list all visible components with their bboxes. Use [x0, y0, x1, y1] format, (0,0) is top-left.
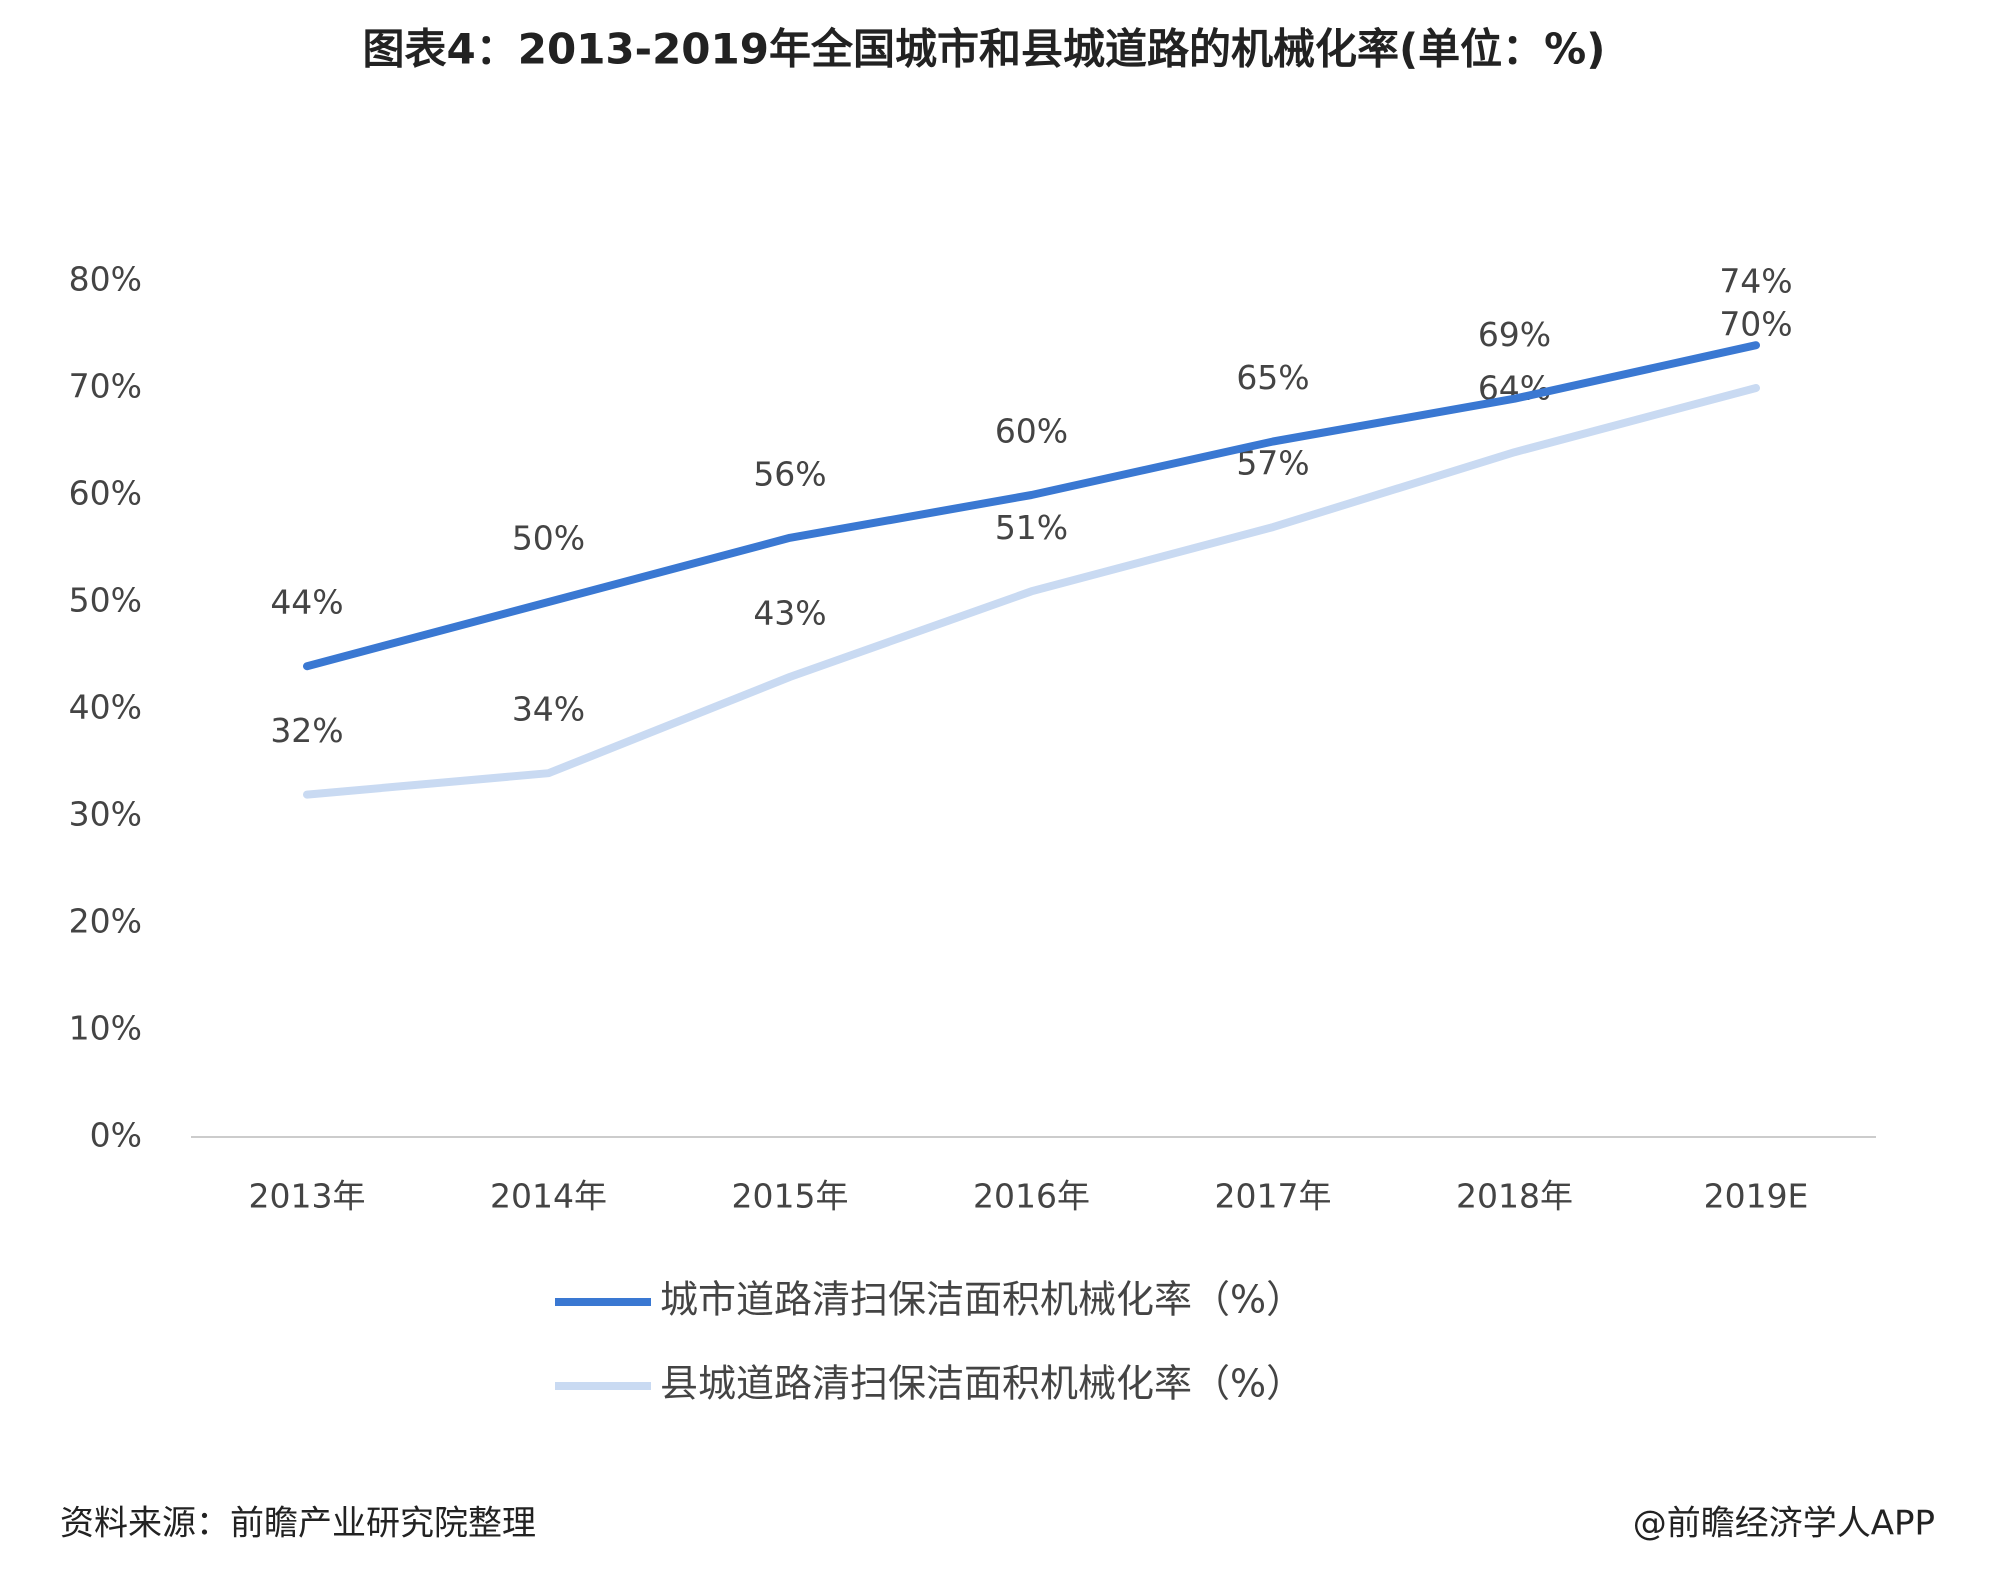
x-tick-label: 2019E: [1704, 1177, 1809, 1216]
y-tick-label: 50%: [69, 581, 142, 620]
data-label: 56%: [753, 454, 826, 493]
x-tick-label: 2013年: [249, 1177, 366, 1216]
y-tick-label: 80%: [69, 260, 142, 299]
data-label: 65%: [1236, 358, 1309, 397]
data-label: 60%: [995, 412, 1068, 451]
y-tick-label: 70%: [69, 367, 142, 406]
data-label: 74%: [1719, 262, 1792, 301]
legend-label: 县城道路清扫保洁面积机械化率（%）: [660, 1362, 1304, 1406]
x-tick-label: 2017年: [1215, 1177, 1332, 1216]
data-label: 51%: [995, 508, 1068, 547]
y-tick-label: 30%: [69, 795, 142, 834]
data-label: 70%: [1719, 305, 1792, 344]
data-label: 50%: [512, 519, 585, 558]
x-tick-label: 2015年: [732, 1177, 849, 1216]
y-tick-label: 20%: [69, 902, 142, 941]
data-label: 43%: [753, 593, 826, 632]
y-tick-label: 10%: [69, 1009, 142, 1048]
series-line: [303, 341, 1760, 671]
data-label: 44%: [270, 583, 343, 622]
chart-title: 图表4：2013-2019年全国城市和县城道路的机械化率(单位：%): [363, 25, 1606, 74]
credit: @前瞻经济学人APP: [1633, 1504, 1935, 1544]
y-tick-label: 40%: [69, 688, 142, 727]
y-tick-label: 60%: [69, 474, 142, 513]
x-tick-label: 2018年: [1456, 1177, 1573, 1216]
data-label: 32%: [270, 711, 343, 750]
data-label: 34%: [512, 690, 585, 729]
series-line: [303, 384, 1760, 799]
x-tick-label: 2014年: [490, 1177, 607, 1216]
y-tick-label: 0%: [90, 1116, 142, 1155]
data-label: 69%: [1478, 315, 1551, 354]
x-tick-label: 2016年: [973, 1177, 1090, 1216]
source-note: 资料来源：前瞻产业研究院整理: [60, 1504, 536, 1544]
legend-label: 城市道路清扫保洁面积机械化率（%）: [660, 1278, 1304, 1322]
